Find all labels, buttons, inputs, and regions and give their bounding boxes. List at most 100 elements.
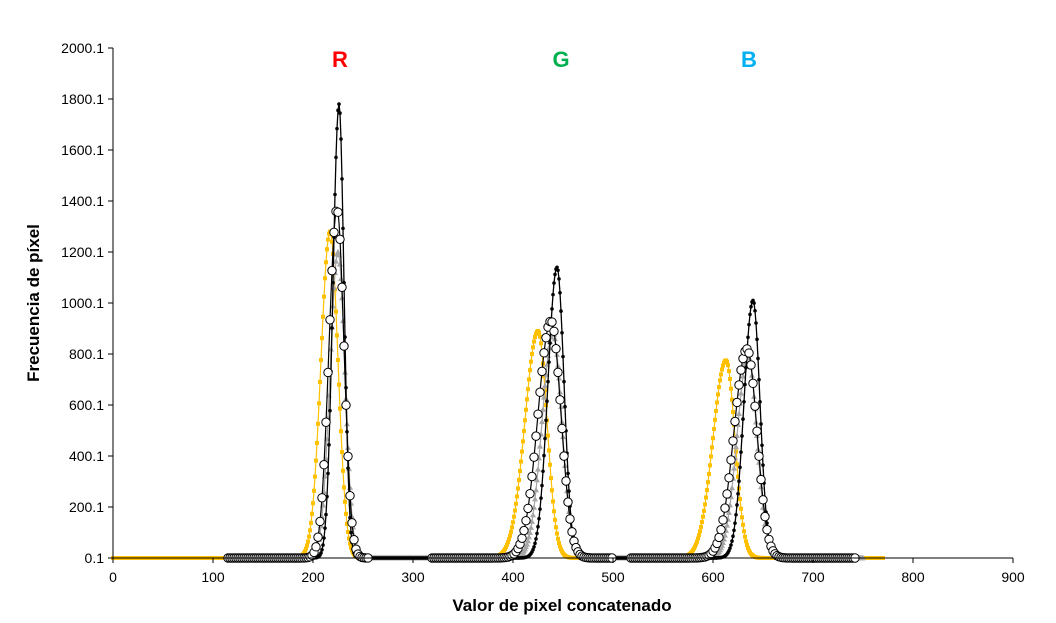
data-point (740, 434, 744, 438)
data-point (543, 371, 549, 377)
data-point (748, 312, 752, 317)
data-point (517, 533, 527, 544)
data-point (303, 549, 307, 554)
data-point (538, 334, 542, 339)
data-point (739, 506, 743, 511)
data-point (759, 422, 763, 426)
data-point (720, 503, 730, 513)
data-point (513, 508, 517, 513)
x-tick-label: 200 (301, 569, 325, 585)
data-point (347, 536, 351, 541)
y-tick-label: 400.1 (69, 448, 104, 464)
data-point (750, 401, 760, 411)
data-point (697, 533, 701, 538)
data-point (555, 265, 559, 270)
data-point (565, 514, 575, 524)
data-point (740, 515, 744, 520)
data-point (523, 503, 533, 514)
data-point (345, 491, 355, 501)
data-point (313, 532, 323, 542)
data-point (312, 488, 316, 493)
data-point (336, 358, 340, 363)
data-point (760, 511, 770, 522)
y-axis-title: Frecuencia de píxel (24, 224, 43, 382)
plot-series-group (111, 102, 885, 563)
data-point (549, 476, 553, 481)
data-point (713, 417, 717, 422)
data-point (746, 335, 750, 340)
data-point (734, 512, 738, 517)
data-point (531, 345, 535, 350)
data-point (306, 539, 310, 544)
data-point (535, 387, 545, 397)
data-point (349, 534, 359, 545)
data-point (311, 542, 321, 552)
data-point (520, 449, 524, 454)
data-point (733, 443, 739, 450)
data-point (322, 294, 326, 299)
data-point (524, 407, 528, 412)
data-point (539, 496, 543, 500)
data-point (341, 400, 351, 410)
data-point (729, 543, 733, 547)
x-tick-label: 500 (601, 569, 625, 585)
data-point (563, 497, 573, 507)
data-point (338, 111, 342, 115)
data-point (727, 369, 731, 374)
data-point (738, 497, 742, 502)
data-point (730, 416, 740, 427)
data-point (711, 436, 715, 441)
data-point (525, 537, 531, 544)
data-point (756, 474, 766, 485)
data-point (749, 304, 753, 309)
data-point (699, 524, 703, 529)
data-point (324, 260, 328, 265)
data-point (542, 453, 546, 458)
x-tick-label: 300 (401, 569, 425, 585)
data-point (714, 532, 724, 543)
data-point (561, 476, 571, 486)
data-point (533, 541, 537, 546)
data-point (308, 528, 312, 533)
data-point (547, 317, 557, 327)
data-point (509, 529, 513, 534)
data-point (695, 539, 699, 544)
data-point (321, 543, 325, 547)
data-point (710, 445, 714, 450)
data-point (725, 359, 729, 364)
data-point (712, 426, 716, 431)
y-tick-label: 1400.1 (61, 193, 104, 209)
data-point (345, 521, 349, 526)
data-point (323, 276, 327, 281)
data-point (567, 489, 571, 493)
data-point (734, 432, 740, 439)
data-point (344, 511, 348, 516)
data-point (349, 545, 353, 550)
yellow-square-series-line (113, 230, 883, 559)
data-point (535, 531, 539, 536)
data-point (754, 321, 758, 325)
data-point (558, 544, 562, 549)
data-point (521, 515, 531, 526)
data-point (339, 341, 349, 351)
data-point (538, 507, 542, 511)
data-point (527, 471, 537, 482)
data-point (748, 378, 758, 389)
data-point (734, 380, 744, 390)
channel-label-b: B (741, 47, 757, 72)
data-point (703, 502, 707, 507)
data-point (535, 466, 541, 472)
x-tick-label: 900 (1001, 569, 1025, 585)
data-point (551, 499, 555, 504)
data-point (337, 102, 341, 106)
data-point (334, 155, 338, 160)
data-point (333, 258, 339, 264)
data-point (340, 177, 344, 181)
data-point (313, 474, 317, 479)
data-point (541, 394, 547, 400)
data-point (700, 520, 704, 525)
data-point (733, 521, 737, 525)
data-point (537, 330, 541, 335)
data-point (735, 503, 739, 507)
